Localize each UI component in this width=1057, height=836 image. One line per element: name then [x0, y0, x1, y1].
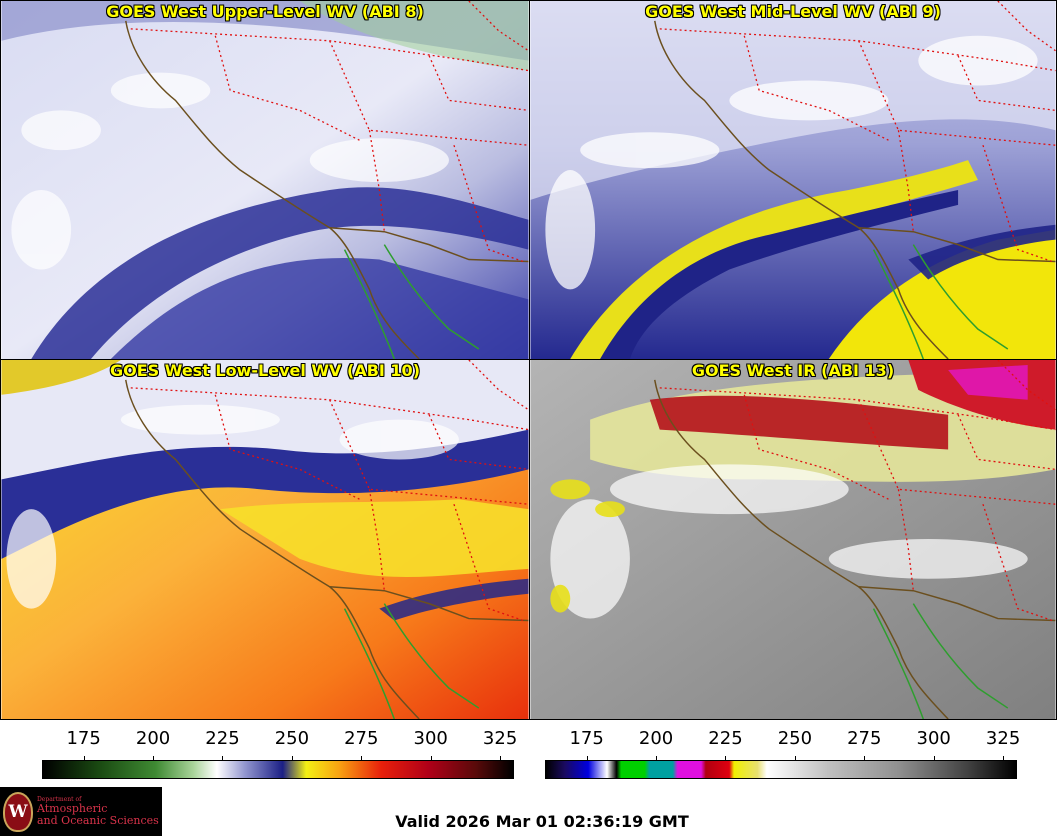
colorbar-left-tick-label: 175: [66, 728, 101, 749]
colorbar-left-tick-label: 325: [482, 728, 518, 749]
colorbar-left: [42, 760, 514, 779]
panel-title-low-level-wv: GOES West Low-Level WV (ABI 10): [109, 361, 420, 380]
colorbar-left-tick-mark: [222, 756, 224, 762]
panel-title-mid-level-wv: GOES West Mid-Level WV (ABI 9): [645, 2, 941, 21]
ir-image: [530, 360, 1056, 719]
panel-title-ir: GOES West IR (ABI 13): [691, 361, 895, 380]
panel-upper-level-wv: GOES West Upper-Level WV (ABI 8): [0, 0, 530, 360]
uw-seal-icon: W: [3, 791, 33, 832]
colorbar-right-tick-mark: [864, 756, 866, 762]
colorbar-right-ticks: 175 200 225 250 275 300 325: [545, 728, 1021, 784]
colorbar-right-tick-label: 175: [569, 728, 604, 749]
logo-line-0: Department of: [37, 795, 82, 803]
colorbar-right: [545, 760, 1017, 779]
panel-low-level-wv: GOES West Low-Level WV (ABI 10): [0, 359, 530, 720]
colorbar-right-tick-mark: [656, 756, 658, 762]
colorbar-right-tick-label: 300: [916, 728, 951, 749]
colorbar-left-tick-mark: [361, 756, 363, 762]
colorbar-left-tick-label: 200: [135, 728, 171, 749]
colorbar-right-tick-mark: [586, 756, 588, 762]
colorbar-left-tick-mark: [430, 756, 432, 762]
panel-mid-level-wv: GOES West Mid-Level WV (ABI 9): [529, 0, 1057, 360]
colorbar-right-tick-mark: [933, 756, 935, 762]
logo-line-1: Atmospheric: [37, 802, 108, 816]
colorbar-left-tick-label: 250: [274, 728, 310, 749]
colorbar-right-tick-label: 250: [777, 728, 813, 749]
valid-time: Valid 2026 Mar 01 02:36:19 GMT: [395, 812, 689, 831]
aos-logo: W Department of Atmospheric and Oceanic …: [0, 787, 162, 836]
colorbar-right-tick-mark: [794, 756, 796, 762]
mid-level-wv-image: [530, 1, 1056, 359]
panel-ir: GOES West IR (ABI 13): [529, 359, 1057, 720]
colorbar-left-tick-mark: [500, 756, 502, 762]
colorbar-left-tick-label: 275: [344, 728, 379, 749]
colorbar-right-tick-label: 275: [847, 728, 882, 749]
colorbar-right-tick-label: 225: [708, 728, 743, 749]
upper-level-wv-image: [1, 1, 529, 359]
colorbar-left-ticks: 175 200 225 250 275 300 325: [42, 728, 518, 784]
colorbar-right-tick-label: 325: [985, 728, 1021, 749]
colorbar-right-tick-label: 200: [638, 728, 674, 749]
colorbar-right-tick-mark: [1003, 756, 1005, 762]
colorbar-left-tick-label: 225: [205, 728, 240, 749]
colorbar-left-tick-mark: [83, 756, 85, 762]
logo-line-2: and Oceanic Sciences: [37, 813, 159, 827]
logo-text: Department of Atmospheric and Oceanic Sc…: [37, 795, 159, 827]
colorbar-left-tick-mark: [153, 756, 155, 762]
low-level-wv-image: [1, 360, 529, 719]
panel-title-upper-level-wv: GOES West Upper-Level WV (ABI 8): [106, 2, 424, 21]
colorbar-right-tick-mark: [725, 756, 727, 762]
colorbar-left-tick-mark: [291, 756, 293, 762]
colorbar-left-tick-label: 300: [413, 728, 448, 749]
